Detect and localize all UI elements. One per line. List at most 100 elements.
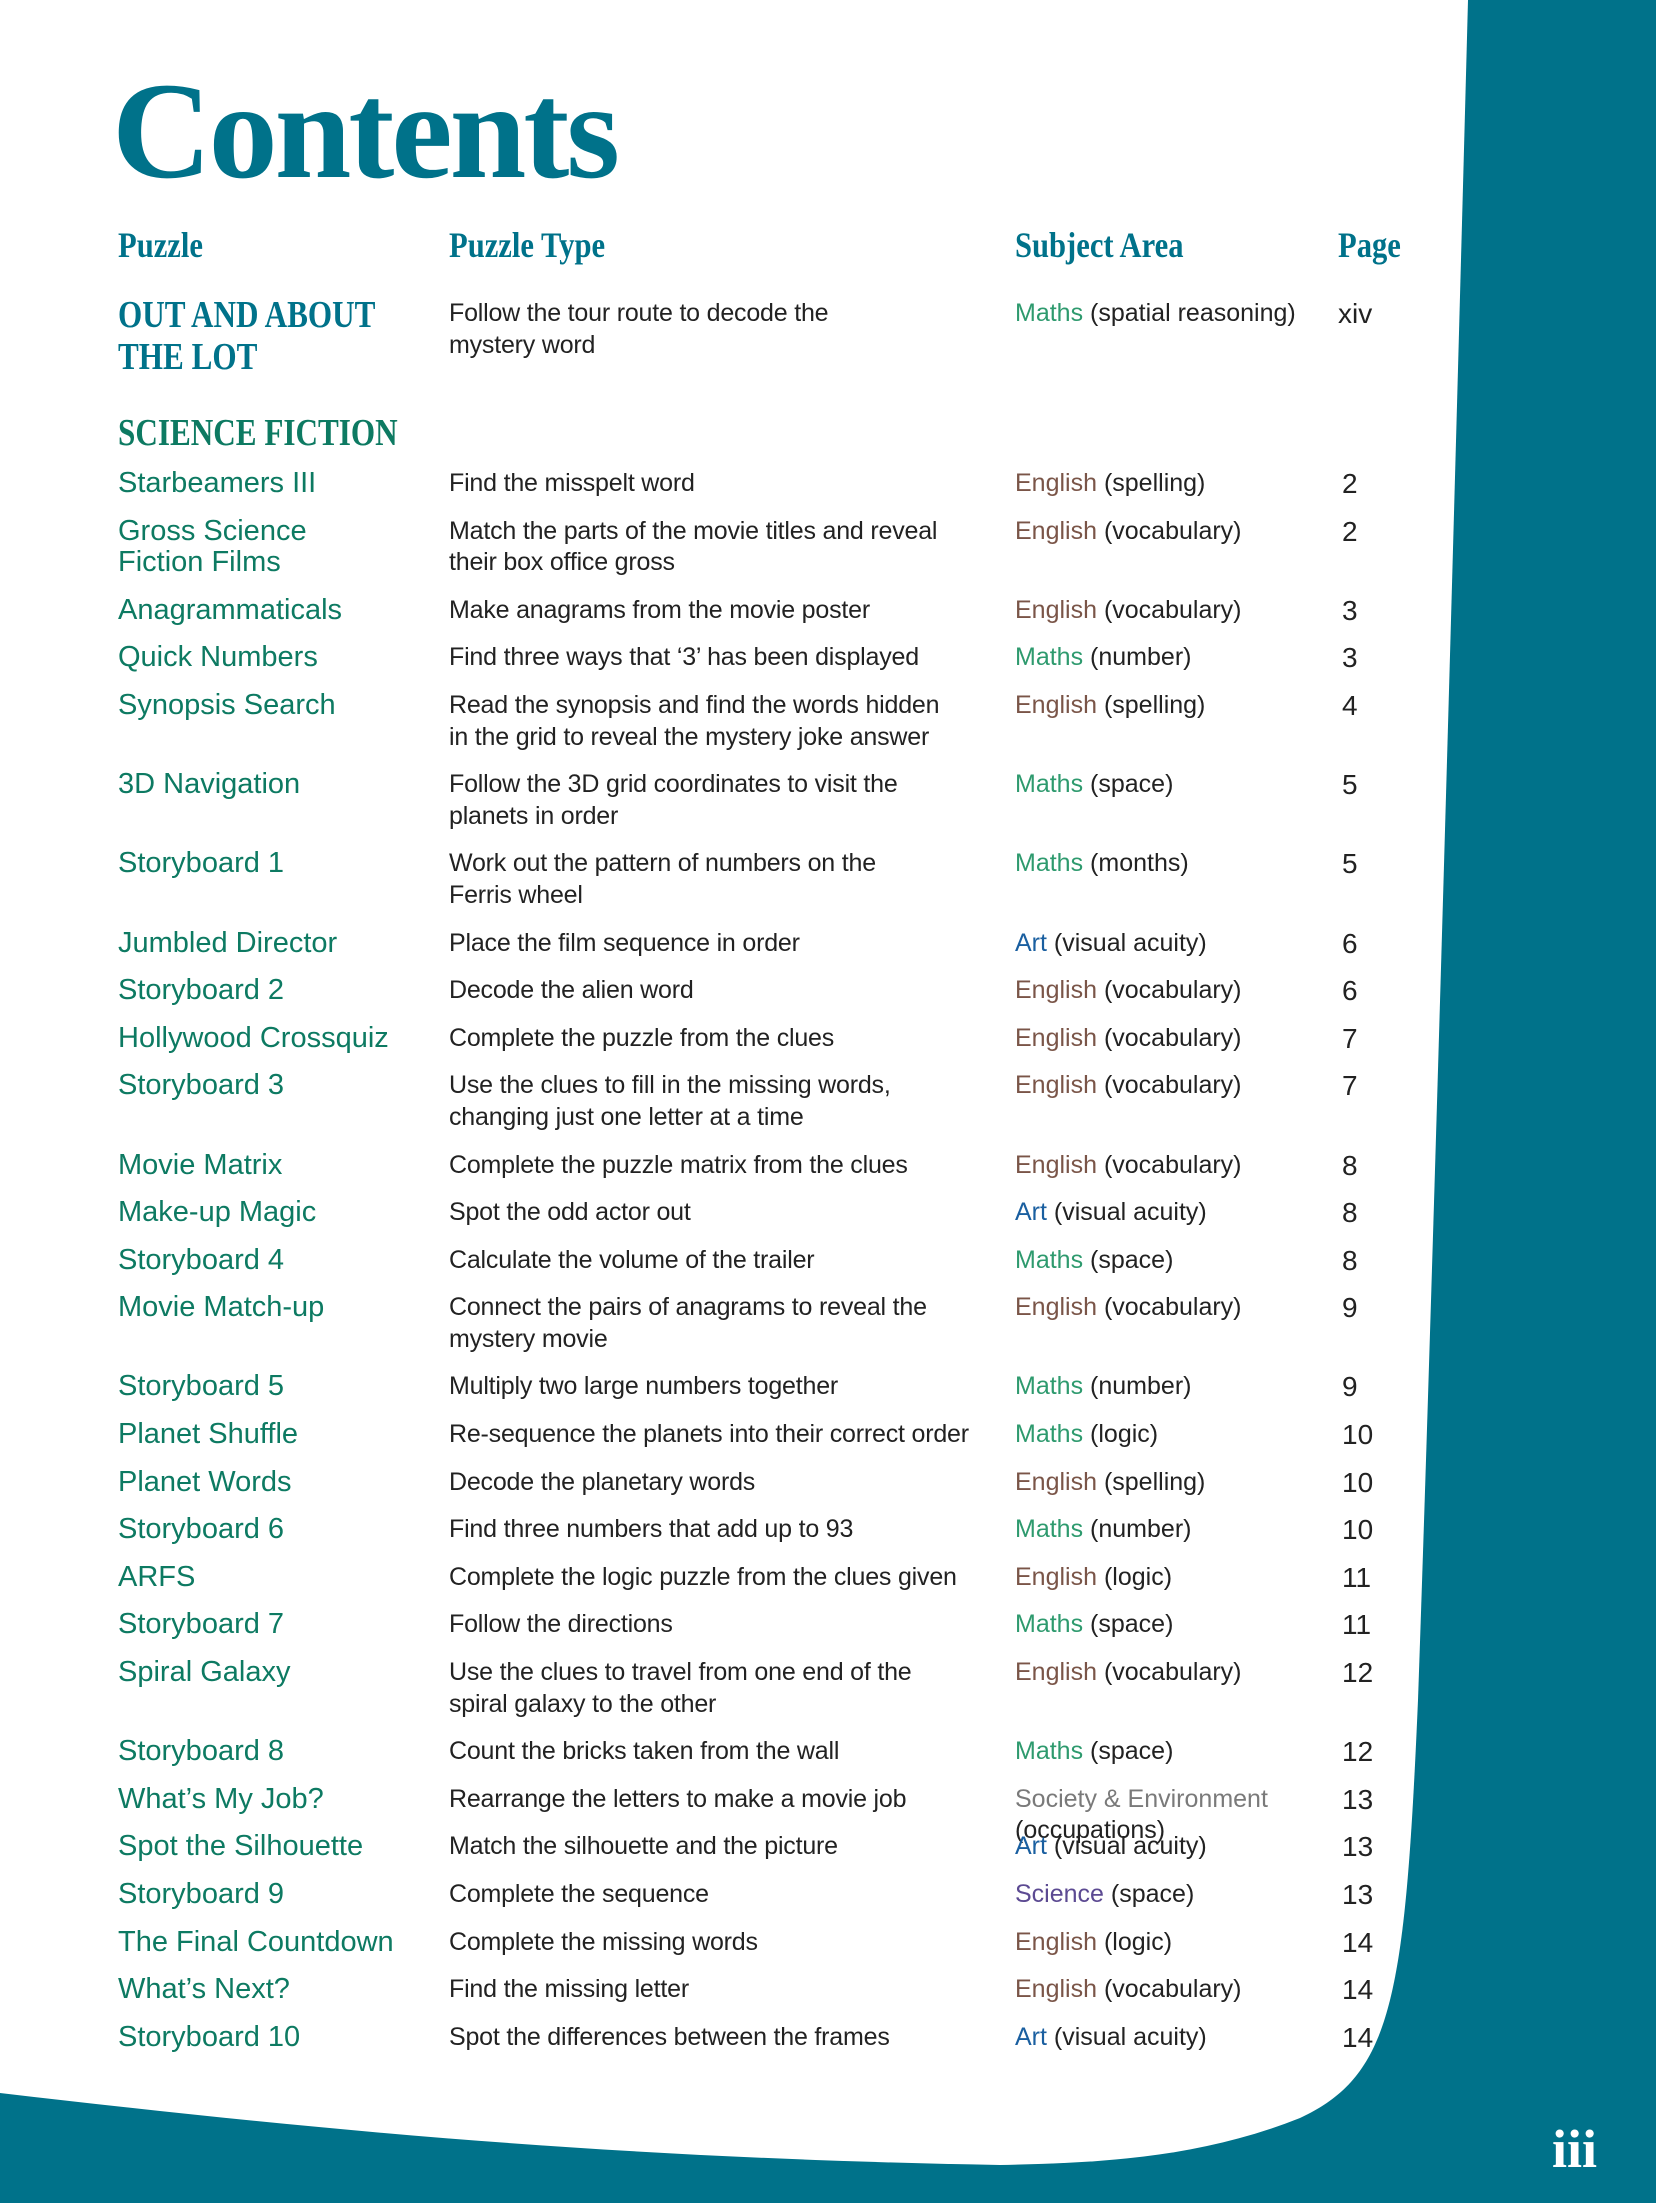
puzzle-type: Find three numbers that add up to 93 bbox=[449, 1515, 854, 1544]
puzzle-name[interactable]: Storyboard 7 bbox=[118, 1608, 285, 1641]
subject-area: Maths (number) bbox=[1015, 1371, 1191, 1403]
puzzle-name[interactable]: What’s Next? bbox=[118, 1973, 290, 2006]
subject-name: Science bbox=[1015, 1880, 1104, 1908]
subject-area: Maths (space) bbox=[1015, 1609, 1173, 1641]
subject-area: English (vocabulary) bbox=[1015, 595, 1242, 627]
subject-area: English (vocabulary) bbox=[1015, 975, 1242, 1007]
page-ref: 6 bbox=[1342, 975, 1358, 1007]
puzzle-name[interactable]: What’s My Job? bbox=[118, 1782, 324, 1815]
subject-detail: (space) bbox=[1110, 1880, 1195, 1908]
puzzle-type: Re-sequence the planets into their corre… bbox=[449, 1420, 969, 1449]
table-row: Make-up Magic Spot the odd actor out Art (… bbox=[0, 1196, 1500, 1245]
table-row: 3D Navigation Follow the 3D grid coordina… bbox=[0, 769, 1500, 848]
puzzle-name[interactable]: Storyboard 3 bbox=[118, 1069, 285, 1102]
puzzle-type: Place the film sequence in order bbox=[449, 928, 800, 957]
subject-detail: (spelling) bbox=[1103, 690, 1206, 719]
puzzle-type: Decode the planetary words bbox=[449, 1467, 756, 1496]
subject-area: Art (visual acuity) bbox=[1015, 1831, 1207, 1863]
puzzle-name[interactable]: Storyboard 1 bbox=[118, 847, 285, 880]
intro-puzzle-name[interactable]: OUT AND ABOUT THE LOT bbox=[118, 294, 376, 378]
puzzle-name[interactable]: Anagrammaticals bbox=[118, 593, 343, 626]
page-ref: 8 bbox=[1342, 1197, 1358, 1229]
puzzle-type: Complete the logic puzzle from the clues… bbox=[449, 1562, 957, 1591]
puzzle-name[interactable]: Storyboard 10 bbox=[118, 2020, 301, 2053]
subject-detail: (space) bbox=[1090, 1610, 1174, 1639]
page-ref: 14 bbox=[1342, 2021, 1374, 2053]
puzzle-name[interactable]: Quick Numbers bbox=[118, 641, 318, 674]
subject-area: Maths (space) bbox=[1015, 1245, 1173, 1277]
page-ref: 11 bbox=[1342, 1561, 1372, 1593]
puzzle-name[interactable]: Jumbled Director bbox=[118, 926, 338, 959]
subject-detail: (space) bbox=[1090, 1245, 1174, 1274]
table-row: ARFS Complete the logic puzzle from the c… bbox=[0, 1560, 1500, 1610]
subject-name: English bbox=[1015, 1927, 1097, 1956]
puzzle-name[interactable]: Spiral Galaxy bbox=[118, 1656, 291, 1689]
puzzle-name[interactable]: Movie Match-up bbox=[118, 1291, 325, 1324]
subject-detail: (visual acuity) bbox=[1053, 1832, 1207, 1861]
subject-area: Society & Environment (occupations) bbox=[1015, 1784, 1275, 1847]
page-ref: 8 bbox=[1342, 1244, 1358, 1276]
puzzle-name[interactable]: Storyboard 5 bbox=[118, 1370, 285, 1403]
subject-detail: (vocabulary) bbox=[1103, 595, 1242, 624]
table-row: Starbeamers III Find the misspelt word Eng… bbox=[0, 467, 1500, 516]
subject-detail: (visual acuity) bbox=[1053, 2022, 1207, 2051]
puzzle-type: Find the misspelt word bbox=[449, 469, 695, 497]
subject-area: Maths (logic) bbox=[1015, 1419, 1158, 1451]
puzzle-name[interactable]: 3D Navigation bbox=[118, 768, 301, 801]
table-row: Movie Matrix Complete the puzzle matrix f… bbox=[0, 1148, 1500, 1198]
subject-area: English (vocabulary) bbox=[1015, 1292, 1242, 1324]
subject-area: English (spelling) bbox=[1015, 690, 1205, 722]
subject-area: Maths (number) bbox=[1015, 1514, 1191, 1546]
subject-name: English bbox=[1015, 1562, 1097, 1591]
subject-detail: (number) bbox=[1090, 1372, 1192, 1401]
subject-detail: (vocabulary) bbox=[1103, 976, 1242, 1005]
puzzle-name[interactable]: Storyboard 8 bbox=[118, 1735, 285, 1768]
table-row: Hollywood Crossquiz Complete the puzzle f… bbox=[0, 1021, 1500, 1071]
subject-name: Art bbox=[1015, 1832, 1047, 1861]
page-ref: 13 bbox=[1342, 1831, 1374, 1863]
subject-name: Maths bbox=[1015, 1610, 1084, 1639]
puzzle-type: Spot the odd actor out bbox=[449, 1198, 691, 1227]
puzzle-name[interactable]: Make-up Magic bbox=[118, 1196, 317, 1229]
page-ref: 10 bbox=[1342, 1419, 1374, 1451]
puzzle-name[interactable]: ARFS bbox=[118, 1560, 196, 1593]
puzzle-name[interactable]: Spot the Silhouette bbox=[118, 1830, 364, 1863]
subject-detail: (vocabulary) bbox=[1103, 1071, 1242, 1100]
section-heading: SCIENCE FICTION bbox=[118, 412, 398, 454]
intro-subject: Maths (spatial reasoning) bbox=[1015, 298, 1296, 330]
puzzle-name[interactable]: Hollywood Crossquiz bbox=[118, 1021, 389, 1054]
puzzle-name[interactable]: Storyboard 4 bbox=[118, 1243, 285, 1276]
page-ref: 10 bbox=[1342, 1514, 1374, 1546]
page-ref: 11 bbox=[1342, 1609, 1372, 1641]
page-ref: 3 bbox=[1342, 642, 1358, 674]
header-page: Page bbox=[1338, 225, 1401, 265]
puzzle-name[interactable]: Planet Words bbox=[118, 1465, 292, 1498]
puzzle-type: Complete the sequence bbox=[449, 1880, 709, 1908]
page-ref: 2 bbox=[1342, 468, 1358, 499]
puzzle-name[interactable]: Storyboard 6 bbox=[118, 1513, 285, 1546]
puzzle-name[interactable]: Starbeamers III bbox=[118, 467, 317, 499]
puzzle-name[interactable]: Synopsis Search bbox=[118, 688, 336, 721]
puzzle-name[interactable]: Movie Matrix bbox=[118, 1148, 283, 1181]
puzzle-name[interactable]: Storyboard 9 bbox=[118, 1878, 285, 1910]
intro-page: xiv bbox=[1338, 298, 1373, 329]
table-row: Planet Shuffle Re-sequence the planets in… bbox=[0, 1418, 1500, 1467]
subject-detail: (occupations) bbox=[1015, 1816, 1166, 1845]
table-row: Quick Numbers Find three ways that ‘3’ ha… bbox=[0, 642, 1500, 690]
subject-detail: (vocabulary) bbox=[1103, 1023, 1242, 1052]
puzzle-name[interactable]: Gross Science Fiction Films bbox=[118, 514, 307, 579]
table-row: Storyboard 3 Use the clues to fill in the… bbox=[0, 1070, 1500, 1149]
subject-detail: (space) bbox=[1090, 1737, 1174, 1766]
table-row: Spiral Galaxy Use the clues to travel fro… bbox=[0, 1656, 1500, 1736]
puzzle-name[interactable]: Planet Shuffle bbox=[118, 1418, 299, 1451]
subject-area: English (vocabulary) bbox=[1015, 1974, 1242, 2006]
puzzle-type: Connect the pairs of anagrams to reveal … bbox=[449, 1293, 927, 1353]
puzzle-name[interactable]: The Final Countdown bbox=[118, 1925, 394, 1958]
subject-name: English bbox=[1015, 1071, 1097, 1100]
subject-detail: (logic) bbox=[1103, 1562, 1173, 1591]
puzzle-type: Make anagrams from the movie poster bbox=[449, 595, 870, 624]
puzzle-name[interactable]: Storyboard 2 bbox=[118, 974, 285, 1007]
page-ref: 13 bbox=[1342, 1879, 1374, 1910]
puzzle-type: Count the bricks taken from the wall bbox=[449, 1737, 840, 1766]
table-row: Planet Words Decode the planetary words En… bbox=[0, 1465, 1500, 1515]
